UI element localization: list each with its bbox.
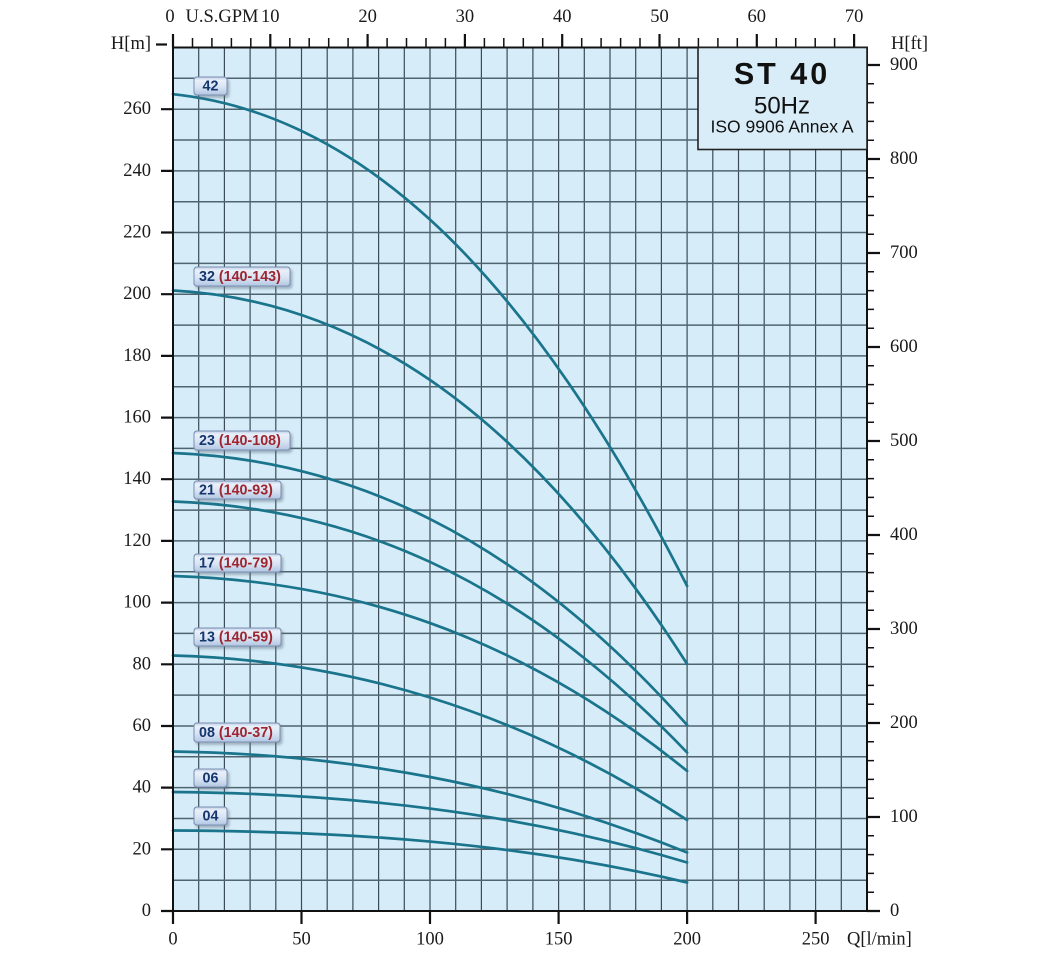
svg-text:60: 60 xyxy=(748,7,767,27)
svg-text:300: 300 xyxy=(890,619,918,639)
svg-text:ST 40: ST 40 xyxy=(734,57,830,91)
svg-text:100: 100 xyxy=(416,930,444,950)
svg-text:Q[l/min]: Q[l/min] xyxy=(847,930,912,950)
svg-text:23 (140-108): 23 (140-108) xyxy=(199,433,281,449)
svg-text:42: 42 xyxy=(203,79,219,95)
svg-text:17 (140-79): 17 (140-79) xyxy=(199,556,273,572)
svg-text:20: 20 xyxy=(358,7,377,27)
svg-text:40: 40 xyxy=(133,778,152,798)
svg-text:0: 0 xyxy=(890,901,899,921)
svg-text:800: 800 xyxy=(890,149,918,169)
svg-text:160: 160 xyxy=(123,408,151,428)
svg-text:120: 120 xyxy=(123,531,151,551)
svg-text:50: 50 xyxy=(650,7,669,27)
svg-text:13 (140-59): 13 (140-59) xyxy=(199,630,273,646)
svg-text:80: 80 xyxy=(133,654,152,674)
svg-text:200: 200 xyxy=(890,713,918,733)
svg-text:20: 20 xyxy=(133,839,152,859)
svg-text:250: 250 xyxy=(802,930,830,950)
svg-text:200: 200 xyxy=(673,930,701,950)
svg-text:500: 500 xyxy=(890,431,918,451)
svg-text:08 (140-37): 08 (140-37) xyxy=(199,725,273,741)
svg-text:600: 600 xyxy=(890,337,918,357)
svg-text:30: 30 xyxy=(456,7,475,27)
svg-text:0: 0 xyxy=(165,7,174,27)
svg-text:240: 240 xyxy=(123,161,151,181)
svg-text:400: 400 xyxy=(890,525,918,545)
svg-text:04: 04 xyxy=(203,809,219,825)
svg-text:60: 60 xyxy=(133,716,152,736)
svg-text:50: 50 xyxy=(292,930,311,950)
svg-text:ISO 9906 Annex A: ISO 9906 Annex A xyxy=(710,117,853,137)
svg-text:700: 700 xyxy=(890,243,918,263)
svg-text:260: 260 xyxy=(123,99,151,119)
svg-text:0: 0 xyxy=(142,901,151,921)
svg-text:21 (140-93): 21 (140-93) xyxy=(199,483,273,499)
svg-text:180: 180 xyxy=(123,346,151,366)
svg-text:220: 220 xyxy=(123,223,151,243)
svg-text:32 (140-143): 32 (140-143) xyxy=(199,269,281,285)
svg-text:H[m]: H[m] xyxy=(111,34,151,54)
svg-text:06: 06 xyxy=(203,771,219,787)
svg-text:50Hz: 50Hz xyxy=(754,93,810,120)
svg-text:200: 200 xyxy=(123,284,151,304)
svg-text:U.S.GPM: U.S.GPM xyxy=(186,7,259,27)
svg-text:0: 0 xyxy=(168,930,177,950)
svg-text:100: 100 xyxy=(890,807,918,827)
svg-text:100: 100 xyxy=(123,593,151,613)
svg-text:40: 40 xyxy=(553,7,572,27)
svg-text:10: 10 xyxy=(261,7,280,27)
svg-text:140: 140 xyxy=(123,469,151,489)
svg-text:H[ft]: H[ft] xyxy=(891,34,928,54)
svg-text:70: 70 xyxy=(845,7,864,27)
svg-text:900: 900 xyxy=(890,55,918,75)
svg-text:150: 150 xyxy=(545,930,573,950)
